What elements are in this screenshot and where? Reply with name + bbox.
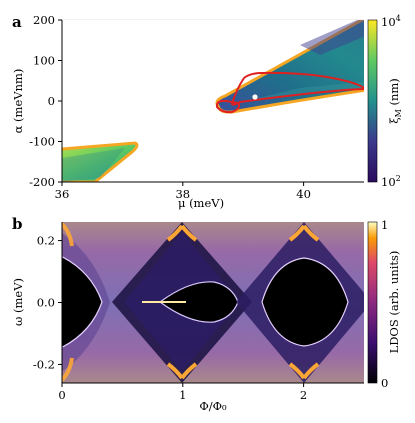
panel-a-cbar-bottom: 102	[381, 174, 401, 189]
panel-a-heatmap	[62, 20, 364, 182]
panel-a-letter: a	[12, 13, 22, 31]
panel-a-xlabel: μ (meV)	[178, 196, 224, 210]
panel-b: b	[11, 215, 401, 413]
y-tick-label: -100	[29, 135, 55, 149]
x-tick-label: 40	[296, 187, 311, 201]
highlight-marker	[252, 94, 258, 100]
panel-a-ylabel: α (meVnm)	[11, 69, 25, 134]
panel-b-heatmap	[62, 222, 364, 383]
x-tick-label: 2	[300, 388, 307, 402]
panel-b-letter: b	[12, 215, 23, 233]
panel-b-cbar-label: LDOS (arb. units)	[387, 251, 401, 354]
x-tick-label: 38	[175, 187, 190, 201]
panel-a-cbar-top: 104	[381, 14, 401, 29]
y-tick-label: 100	[33, 54, 55, 68]
panel-b-xlabel: Φ/Φ₀	[199, 399, 227, 413]
panel-a: a 36 38 40 200 100 0 -100 -200 μ (meV) α (meVnm…	[11, 13, 403, 210]
panel-b-ticks: 0 1 2 0.2 0.0 -0.2	[33, 234, 307, 402]
panel-b-cbar-top: 1	[381, 218, 388, 232]
lower-left-wedge	[62, 141, 139, 182]
y-tick-label: 0.0	[37, 296, 55, 310]
y-tick-label: 200	[33, 13, 55, 27]
red-contour-large	[230, 71, 364, 106]
x-tick-label: 36	[55, 187, 70, 201]
gapped-lobe-2	[236, 222, 364, 383]
y-tick-label: 0	[48, 94, 55, 108]
panel-b-ylabel: ω (meV)	[11, 278, 25, 326]
panel-b-cbar-bottom: 0	[381, 376, 388, 390]
panel-a-colorbar	[367, 19, 378, 183]
x-tick-label: 0	[58, 388, 65, 402]
panel-a-cbar-label: ξM (nm)	[387, 78, 403, 124]
gapped-lobe-1	[112, 222, 252, 383]
gapped-lobe-0	[62, 222, 110, 382]
y-tick-label: -0.2	[33, 357, 55, 371]
panel-b-colorbar	[367, 221, 378, 384]
y-tick-label: 0.2	[37, 234, 55, 248]
x-tick-label: 1	[179, 388, 186, 402]
panel-a-ticks: 36 38 40 200 100 0 -100 -200	[29, 13, 311, 201]
y-tick-label: -200	[29, 175, 55, 189]
red-contour-small	[215, 99, 241, 114]
